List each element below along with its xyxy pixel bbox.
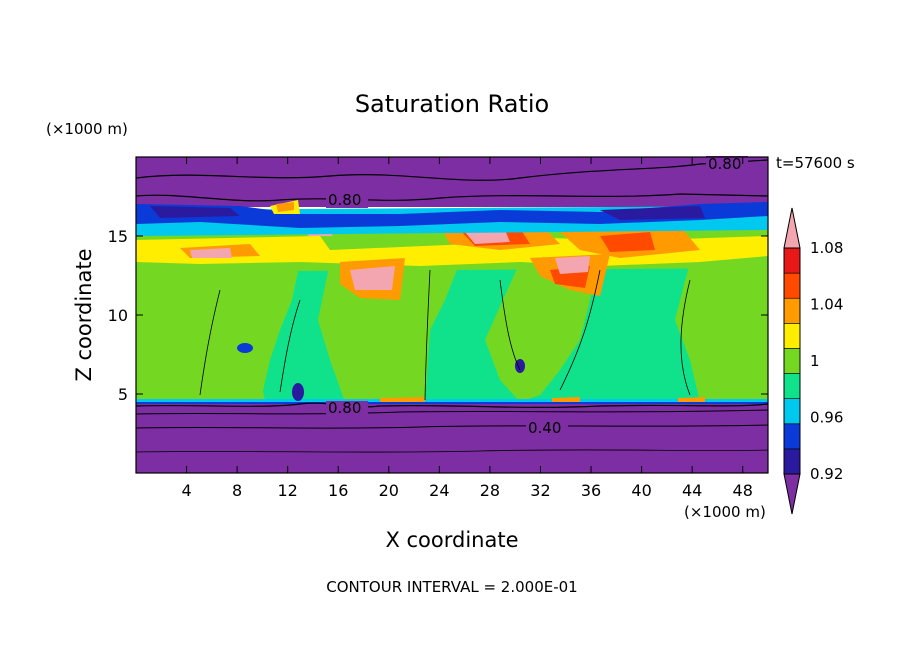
- boundary-edge: [136, 399, 768, 404]
- contour-line: [136, 402, 768, 409]
- high-saturation-band: [600, 232, 655, 252]
- contour-line: [136, 159, 768, 181]
- colorbar: 0.92 0.96 1 1.04 1.08: [783, 207, 843, 515]
- x-tick-label: 28: [480, 481, 500, 500]
- contour-label: 0.40: [528, 419, 561, 437]
- x-unit-label: (×1000 m): [684, 503, 766, 521]
- contour-line: [136, 424, 768, 429]
- y-unit-label: (×1000 m): [46, 120, 128, 138]
- x-tick-label: 48: [733, 481, 753, 500]
- supersaturated-patch: [350, 266, 395, 290]
- contour-label: 0.80: [328, 399, 361, 417]
- chart-title: Saturation Ratio: [355, 90, 549, 118]
- colorbar-tick-label: 1.08: [810, 239, 843, 257]
- time-label: t=57600 s: [776, 154, 855, 172]
- contour-line: [199, 269, 691, 401]
- y-axis: 5 10 15: [108, 227, 768, 404]
- colorbar-swatch: [783, 297, 801, 324]
- x-tick-label: 12: [278, 481, 298, 500]
- colorbar-swatch: [783, 423, 801, 450]
- x-tick-label: 20: [379, 481, 399, 500]
- colorbar-swatch: [783, 272, 801, 299]
- x-tick-label: 16: [328, 481, 348, 500]
- dry-pocket: [292, 383, 304, 401]
- colorbar-min-arrow: [783, 473, 801, 515]
- colorbar-swatch: [783, 398, 801, 425]
- subsaturated-band: [600, 206, 705, 220]
- x-tick-label: 40: [631, 481, 651, 500]
- lower-low-saturation-layer: [136, 402, 768, 473]
- high-saturation-band: [276, 202, 294, 212]
- x-axis: 4 8 12 16 20 24 28 32 36 40 44 48: [181, 157, 753, 500]
- colorbar-tick-label: 1: [810, 352, 820, 370]
- y-tick-label: 10: [108, 306, 128, 325]
- x-tick-label: 36: [581, 481, 601, 500]
- saturated-region: [150, 340, 265, 400]
- colorbar-swatch: [783, 247, 801, 274]
- supersaturated-patch: [190, 248, 232, 258]
- colorbar-swatch: [783, 448, 801, 475]
- upper-low-saturation-layer: [136, 157, 768, 207]
- dry-pocket: [515, 359, 525, 373]
- supersaturated-patch: [380, 397, 425, 402]
- contour-interval-note: CONTOUR INTERVAL = 2.000E-01: [326, 578, 577, 596]
- y-tick-label: 5: [118, 385, 128, 404]
- subsaturated-band: [136, 202, 768, 228]
- supersaturated-patch: [465, 230, 510, 244]
- x-tick-label: 44: [682, 481, 702, 500]
- y-tick-label: 15: [108, 227, 128, 246]
- saturated-region: [675, 262, 768, 402]
- contour-line: [136, 193, 768, 202]
- subsaturated-band: [150, 206, 240, 218]
- boundary-edge: [136, 402, 768, 404]
- x-tick-label: 24: [429, 481, 449, 500]
- x-tick-label: 4: [181, 481, 191, 500]
- contour-label: 0.80: [328, 191, 361, 209]
- supersaturated-patch: [678, 397, 705, 402]
- supersaturated-patch: [552, 397, 580, 402]
- plot-area: [136, 157, 768, 473]
- supersaturated-patch: [555, 256, 590, 274]
- x-tick-label: 8: [232, 481, 242, 500]
- colorbar-tick-label: 0.92: [810, 465, 843, 483]
- colorbar-tick-label: 0.96: [810, 409, 843, 427]
- x-axis-label: X coordinate: [385, 528, 518, 552]
- contour-label: 0.80: [708, 155, 741, 173]
- contour-line: [136, 449, 768, 453]
- contour-line: [136, 409, 768, 415]
- y-axis-label: Z coordinate: [72, 248, 96, 381]
- saturated-region: [485, 262, 600, 402]
- colorbar-swatch: [783, 323, 801, 349]
- colorbar-tick-label: 1.04: [810, 296, 843, 314]
- x-tick-label: 32: [530, 481, 550, 500]
- saturated-region: [318, 262, 460, 402]
- colorbar-swatch: [783, 373, 801, 399]
- colorbar-max-arrow: [783, 207, 801, 249]
- colorbar-frame: [783, 247, 801, 475]
- colorbar-swatch: [783, 348, 801, 374]
- dry-pocket: [237, 343, 253, 353]
